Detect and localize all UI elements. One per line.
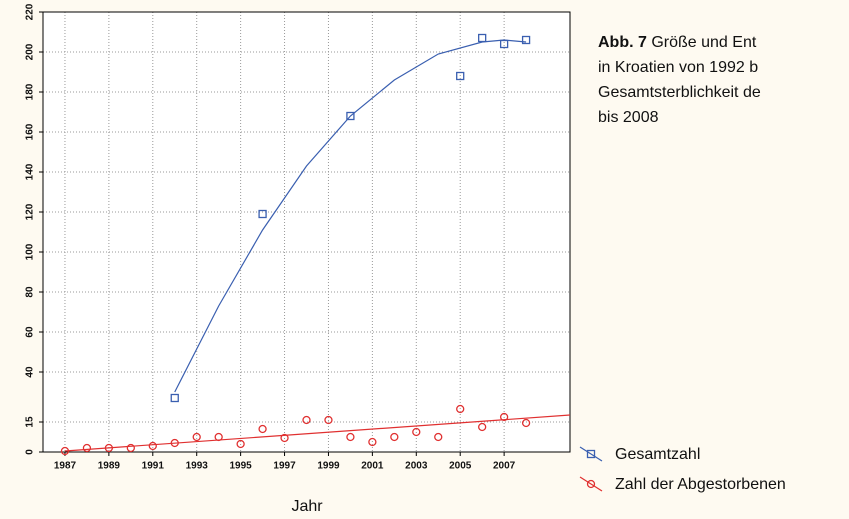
x-tick-label: 1991 — [142, 461, 165, 472]
point — [368, 437, 377, 447]
caption: Abb. 7 Größe und Ent in Kroatien von 199… — [598, 30, 849, 130]
y-tick-label: 60 — [25, 326, 36, 338]
point — [280, 433, 289, 443]
y-tick-label: 220 — [25, 3, 36, 20]
x-tick-label: 1997 — [273, 461, 296, 472]
point — [170, 438, 179, 448]
y-tick-label: 180 — [25, 83, 36, 100]
y-tick-label: 200 — [25, 43, 36, 60]
point — [104, 443, 114, 453]
x-tick-label: 1999 — [317, 461, 340, 472]
x-tick-label: 2007 — [493, 461, 516, 472]
legend-label: Gesamtzahl — [615, 446, 700, 463]
caption-line: bis 2008 — [598, 109, 659, 126]
legend-line — [579, 446, 603, 462]
y-tick-label: 15 — [25, 416, 36, 428]
caption-text: Größe und Ent — [651, 34, 757, 51]
y-tick-label: 40 — [25, 366, 36, 378]
point — [258, 424, 267, 434]
point — [192, 432, 201, 442]
y-tick-label: 160 — [25, 123, 36, 140]
point — [521, 418, 531, 428]
caption-line: in Kroatien von 1992 b — [598, 59, 759, 76]
caption-line: Abb. 7 Größe und Ent — [598, 30, 849, 55]
plot-area — [43, 12, 570, 452]
point — [258, 209, 267, 219]
x-tick-label: 1995 — [230, 461, 253, 472]
x-tick-label: 2001 — [361, 461, 384, 472]
point — [499, 39, 509, 49]
x-tick-label: 1989 — [98, 461, 121, 472]
point — [456, 404, 465, 414]
y-tick-label: 120 — [25, 203, 36, 220]
y-tick-label: 100 — [25, 243, 36, 260]
point — [434, 432, 443, 442]
point — [236, 439, 245, 449]
x-tick-label: 1993 — [186, 461, 209, 472]
x-tick-label: 2003 — [405, 461, 428, 472]
point — [346, 111, 355, 121]
caption-line: Gesamtsterblichkeit de — [598, 84, 761, 101]
y-tick-label: 140 — [25, 163, 36, 180]
point — [60, 446, 70, 456]
y-tick-label: 0 — [25, 449, 36, 455]
legend-marker — [586, 449, 596, 459]
caption-label: Abb. 7 — [598, 34, 647, 51]
point — [214, 432, 223, 442]
point — [456, 71, 465, 81]
point — [478, 422, 487, 432]
point — [302, 415, 311, 425]
x-axis-label: Jahr — [291, 498, 323, 515]
x-tick-label: 1987 — [54, 461, 77, 472]
point — [82, 443, 92, 453]
point — [521, 35, 531, 45]
point — [324, 415, 333, 425]
point — [148, 441, 157, 451]
plot-frame — [42, 11, 571, 453]
legend-marker — [586, 479, 596, 489]
point — [478, 33, 487, 43]
point — [170, 393, 179, 403]
x-tick-label: 2005 — [449, 461, 472, 472]
trend-line — [174, 39, 527, 393]
point — [390, 432, 399, 442]
legend-line — [579, 476, 603, 492]
point — [499, 412, 509, 422]
point — [126, 443, 135, 453]
y-tick-label: 80 — [25, 286, 36, 298]
legend-label: Zahl der Abgestorbenen — [615, 476, 786, 493]
point — [412, 427, 421, 437]
point — [346, 432, 355, 442]
